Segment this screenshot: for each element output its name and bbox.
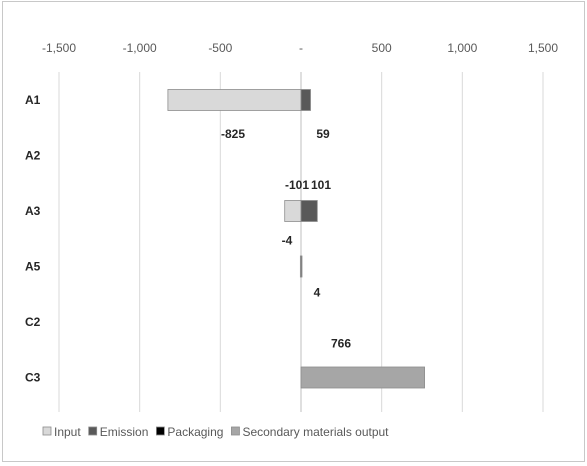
- bars: [167, 89, 425, 389]
- legend-swatch: [88, 426, 98, 436]
- data-label: 4: [314, 286, 321, 300]
- bar-a1-input: [167, 89, 302, 111]
- category-label: A2: [25, 149, 41, 163]
- x-tick-label: -500: [208, 41, 232, 55]
- x-tick-label: 1,500: [528, 41, 558, 55]
- legend-entry: Packaging: [167, 425, 223, 439]
- legend-entry: Emission: [100, 425, 149, 439]
- data-label: -4: [282, 234, 293, 248]
- data-label: 59: [316, 127, 330, 141]
- legend-entry: Input: [54, 425, 81, 439]
- bar-a3-input: [284, 200, 302, 222]
- x-tick-label: -1,500: [42, 41, 76, 55]
- data-labels: -825 59 -101 101 -4 4 766: [221, 127, 351, 351]
- legend: Input Emission Packaging Secondary material…: [42, 425, 389, 439]
- data-label: -101: [285, 178, 309, 192]
- x-axis-tick-labels: -1,500 -1,000 -500-500 1,000 1,500: [42, 41, 558, 55]
- category-labels: A1 A2 A3 A5 C2 C3: [25, 93, 41, 385]
- bar-c3-secondary-materials-output: [300, 366, 425, 389]
- legend-swatch: [155, 426, 165, 436]
- x-tick-label: 1,000: [447, 41, 477, 55]
- category-label: A3: [25, 204, 41, 218]
- data-label: 766: [331, 337, 351, 351]
- legend-entry: Secondary materials output: [242, 425, 389, 439]
- category-label: A1: [25, 93, 41, 107]
- grid-lines: [58, 72, 544, 412]
- bar-a5-emission: [300, 255, 303, 278]
- category-label: A5: [25, 260, 41, 274]
- legend-swatch: [231, 426, 240, 436]
- x-tick-label: -1,000: [123, 41, 157, 55]
- category-label: C2: [25, 315, 41, 329]
- x-tick-label: 500: [372, 41, 392, 55]
- x-tick-label: -: [299, 41, 303, 55]
- data-label: -825: [221, 127, 245, 141]
- bar-a3-emission: [300, 200, 318, 222]
- category-label: C3: [25, 371, 41, 385]
- bar-a1-emission: [300, 89, 311, 111]
- legend-swatch: [42, 426, 52, 436]
- bar-chart: -1,500 -1,000 -500-500 1,000 1,500 A1A2A3A5C…: [25, 41, 558, 439]
- data-label: 101: [311, 178, 331, 192]
